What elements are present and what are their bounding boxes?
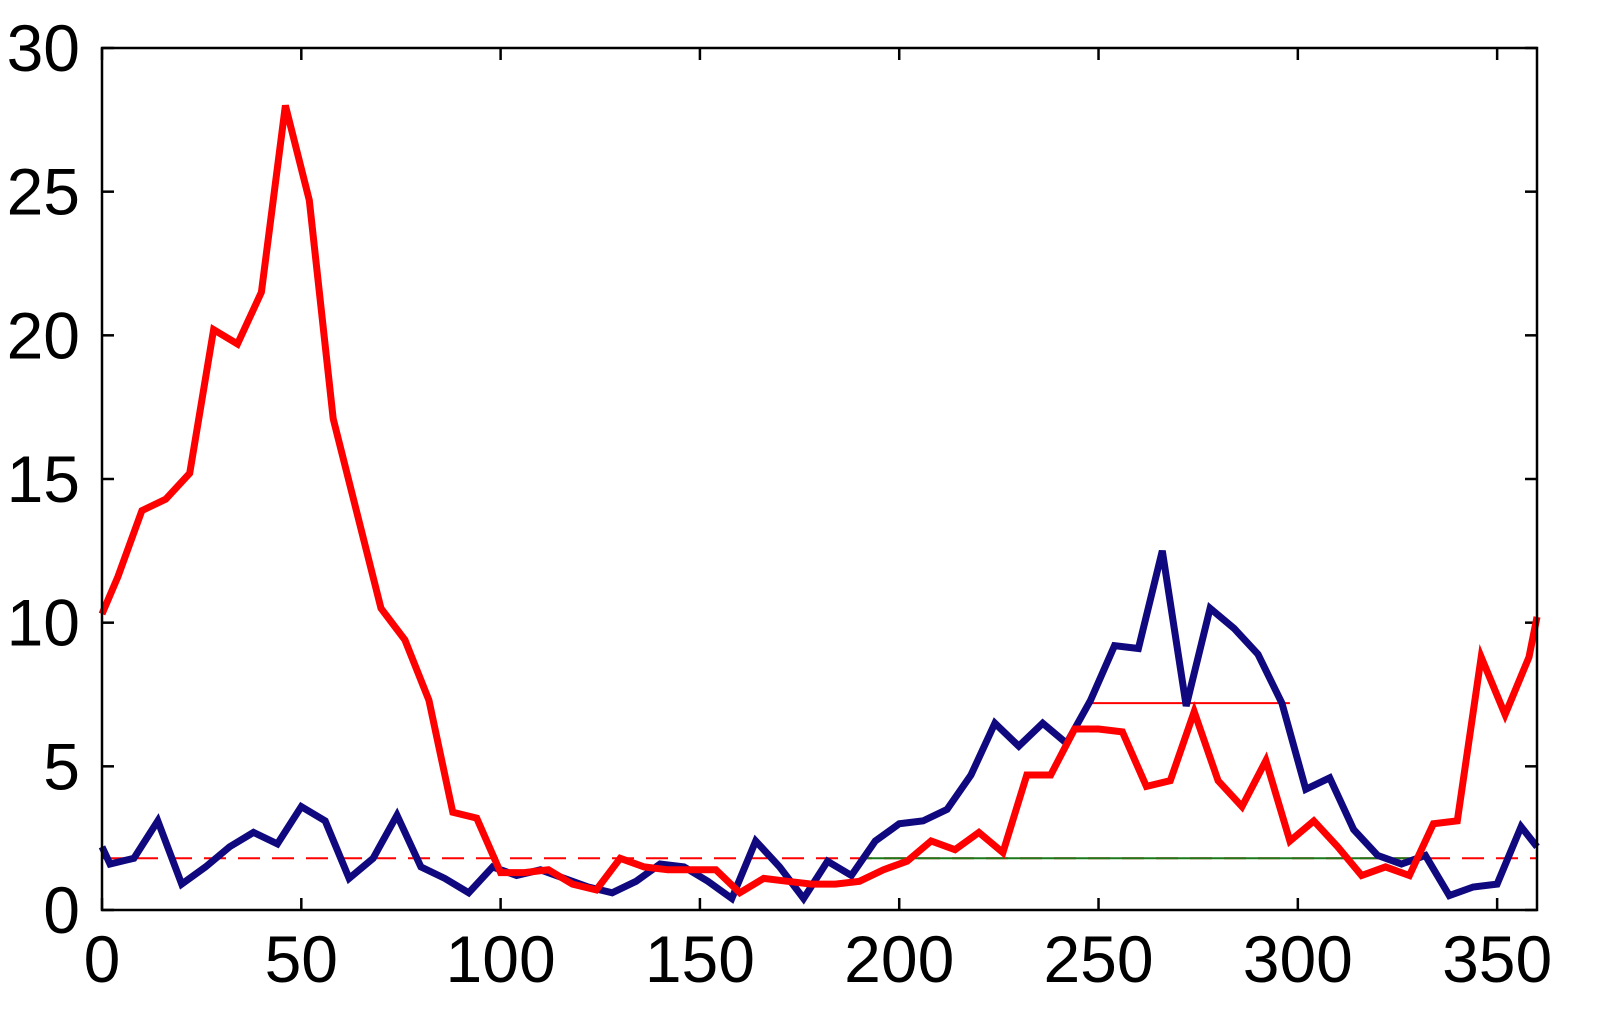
series-layer [98,104,1541,905]
x-tick-label: 50 [265,922,338,996]
series-line-0 [98,104,1541,898]
tick-labels: 0 50 100 150 200 250 300 350 0 5 10 15 20 25 30 [7,11,1553,996]
plot-frame [100,46,1539,912]
x-tick-label: 100 [446,922,556,996]
x-tick-label: 350 [1442,922,1552,996]
y-tick-label: 30 [7,11,80,85]
y-tick-label: 20 [7,298,80,372]
y-tick-label: 10 [7,586,80,660]
series-line-1 [98,549,1540,905]
y-tick-label: 5 [43,729,80,803]
x-tick-label: 300 [1243,922,1353,996]
y-tick-label: 25 [7,155,80,229]
x-tick-label: 200 [844,922,954,996]
x-tick-label: 0 [84,922,121,996]
y-tick-label: 15 [7,442,80,516]
x-tick-label: 250 [1043,922,1153,996]
x-tick-label: 150 [645,922,755,996]
y-tick-label: 0 [43,873,80,947]
